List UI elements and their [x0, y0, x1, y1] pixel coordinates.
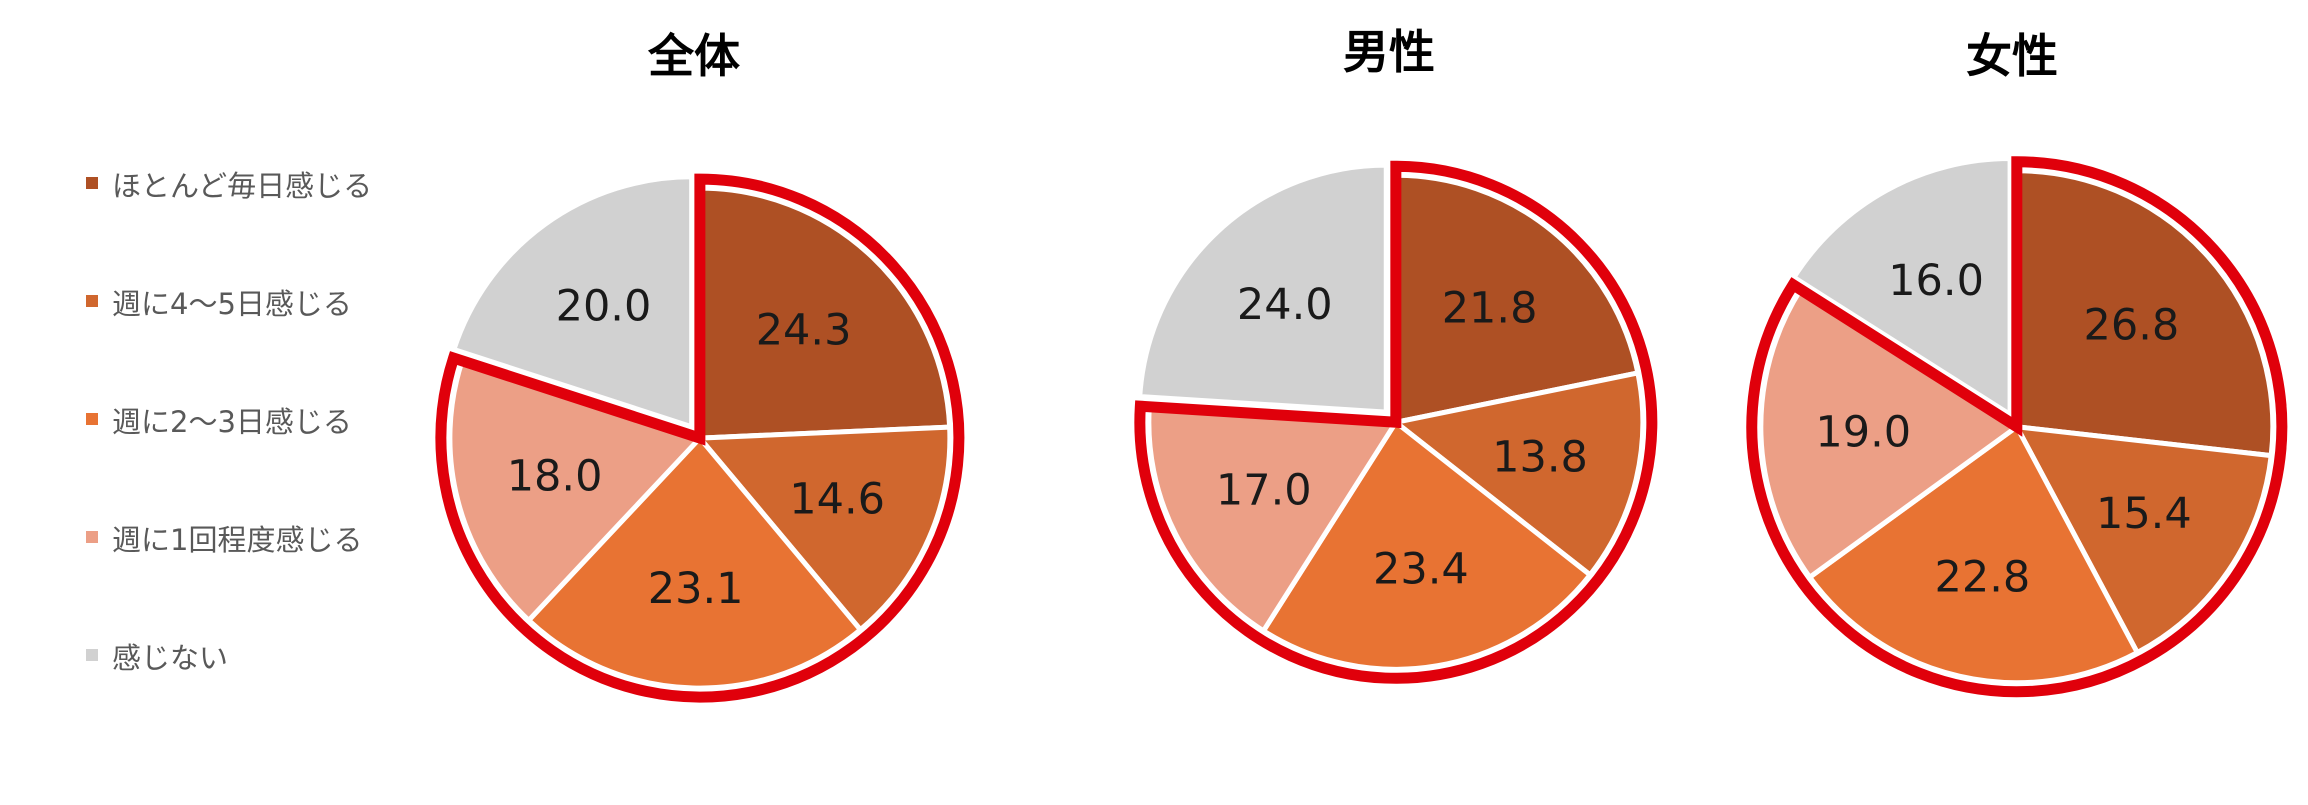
slice-value-label: 16.0 — [1888, 256, 1984, 306]
slice-value-label: 23.1 — [648, 564, 744, 614]
legend-item-2-3-days: 週に2〜3日感じる — [86, 396, 392, 448]
legend-swatch-none — [86, 649, 98, 661]
legend-item-weekly: 週に1回程度感じる — [86, 514, 392, 566]
pie-slice — [1393, 172, 1641, 425]
legend-item-none: 感じない — [86, 632, 392, 684]
pie-slice — [1393, 370, 1646, 578]
slice-value-label: 14.6 — [789, 475, 885, 525]
slice-value-label: 19.0 — [1815, 408, 1911, 458]
legend-swatch-2-3-days — [86, 413, 98, 425]
pie-slice — [2014, 168, 2276, 459]
pie-slice — [526, 435, 863, 691]
pie-slice — [447, 358, 703, 623]
slice-value-label: 13.8 — [1492, 432, 1588, 482]
legend-label: 週に4〜5日感じる — [112, 287, 352, 321]
legend-swatch-daily — [86, 177, 98, 189]
legend-item-daily: ほとんど毎日感じる — [86, 160, 392, 212]
pie-slice — [1758, 287, 2020, 580]
slice-value-label: 24.3 — [756, 306, 852, 356]
pie-slice — [1146, 404, 1399, 634]
pie-slice — [1137, 162, 1389, 415]
pie-slice — [697, 424, 953, 633]
pie-chart-2: 男性 21.8 13.8 23.4 17.0 24.0 — [1134, 25, 1658, 684]
highlight-outline — [1134, 160, 1658, 684]
legend-label: 感じない — [112, 641, 229, 675]
legend-label: 週に1回程度感じる — [112, 523, 363, 557]
legend-label: 週に2〜3日感じる — [112, 405, 352, 439]
pie-title: 男性 — [1343, 25, 1435, 79]
pie-slice — [2014, 424, 2274, 656]
pie-slice — [451, 174, 695, 430]
pie-title: 女性 — [1966, 29, 2058, 83]
slice-value-label: 21.8 — [1442, 284, 1538, 334]
legend-swatch-weekly — [86, 531, 98, 543]
pie-slice — [697, 185, 953, 441]
pie-chart-3: 女性 26.8 15.4 22.8 19.0 16.0 — [1746, 29, 2288, 698]
slice-value-label: 24.0 — [1237, 280, 1333, 330]
pie-title: 全体 — [647, 29, 740, 83]
legend-label: ほとんど毎日感じる — [112, 169, 373, 203]
slice-value-label: 17.0 — [1216, 466, 1312, 516]
highlight-outline — [435, 173, 965, 703]
pie-slice — [1807, 424, 2140, 686]
slice-value-label: 23.4 — [1373, 544, 1469, 594]
slice-value-label: 15.4 — [2096, 489, 2192, 539]
pie-chart-1: 全体 24.3 14.6 23.1 18.0 20.0 — [435, 29, 965, 703]
legend-item-4-5-days: 週に4〜5日感じる — [86, 278, 392, 330]
slice-value-label: 22.8 — [1934, 552, 2030, 602]
highlight-outline — [1746, 156, 2288, 698]
pie-slice — [1791, 155, 2013, 417]
slice-value-label: 18.0 — [507, 451, 603, 501]
pie-slice — [1261, 419, 1593, 672]
slice-value-label: 20.0 — [556, 281, 652, 331]
slice-value-label: 26.8 — [2084, 300, 2180, 350]
legend-swatch-4-5-days — [86, 295, 98, 307]
